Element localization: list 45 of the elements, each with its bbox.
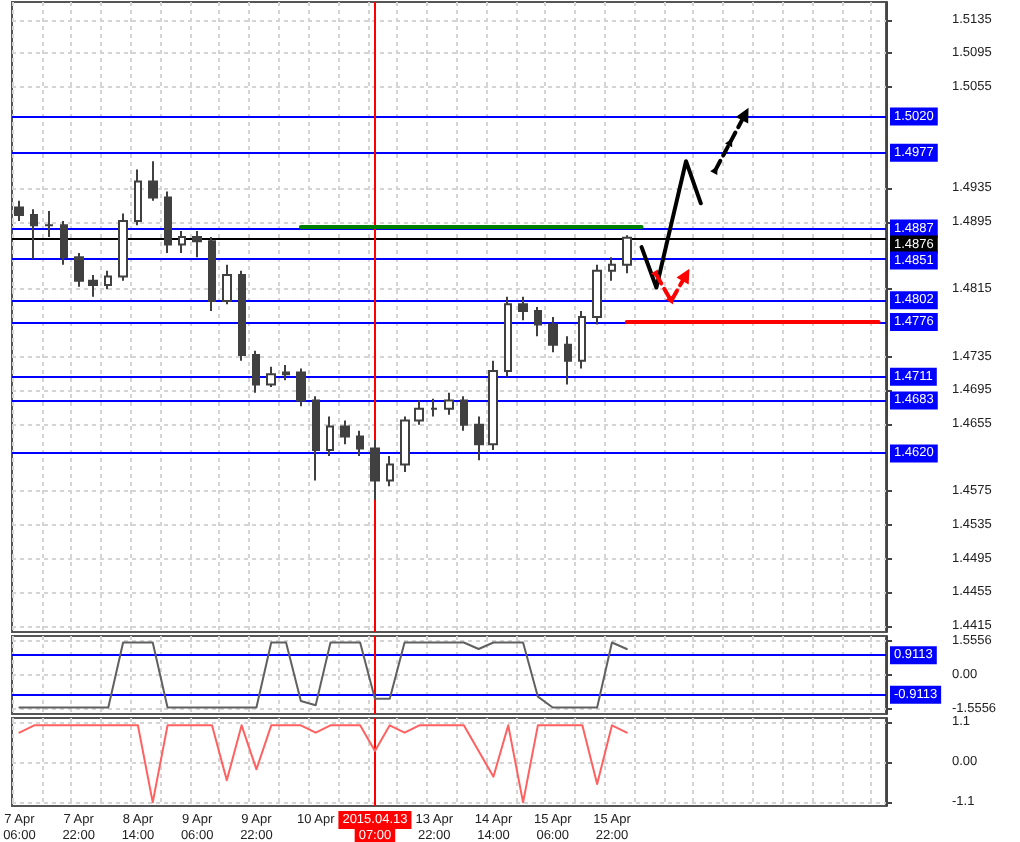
candlestick: [356, 429, 364, 457]
line-series: [18, 641, 628, 709]
candlestick: [44, 209, 54, 238]
candlestick: [592, 263, 602, 326]
candlestick: [312, 395, 320, 482]
candlestick: [296, 367, 306, 408]
candlestick: [60, 219, 68, 266]
candlestick: [622, 234, 632, 275]
candlestick: [534, 305, 542, 338]
candlestick: [14, 199, 24, 222]
candlestick: [282, 364, 290, 382]
candlestick: [430, 397, 438, 418]
candlestick: [222, 263, 232, 306]
candlestick: [608, 256, 616, 282]
candlestick: [88, 273, 98, 298]
candlestick: [474, 415, 484, 462]
candlestick: [74, 251, 84, 288]
candlestick: [30, 208, 38, 260]
candlestick: [104, 269, 112, 291]
candlestick: [178, 230, 186, 254]
candlestick: [578, 310, 586, 370]
candlestick: [414, 399, 424, 426]
candlestick: [252, 349, 260, 394]
candlestick: [134, 168, 142, 227]
candlestick: [460, 395, 468, 432]
candlestick: [504, 295, 512, 378]
candlestick: [386, 454, 394, 488]
candlestick: [548, 316, 558, 354]
candlestick: [518, 295, 528, 322]
candlestick: [326, 415, 334, 457]
candlestick: [164, 190, 172, 254]
candlestick: [148, 160, 158, 202]
candlestick: [340, 419, 350, 446]
candlestick: [192, 230, 202, 259]
point: [665, 295, 674, 305]
candlestick: [370, 438, 380, 501]
candlestick: [564, 335, 572, 386]
candlestick: [444, 391, 454, 416]
line-series: [18, 724, 628, 804]
candlestick: [400, 415, 410, 473]
candlestick: [118, 212, 128, 282]
candlestick: [266, 365, 276, 388]
candlestick: [238, 269, 246, 362]
candlestick: [208, 235, 216, 313]
candlestick: [488, 359, 498, 452]
